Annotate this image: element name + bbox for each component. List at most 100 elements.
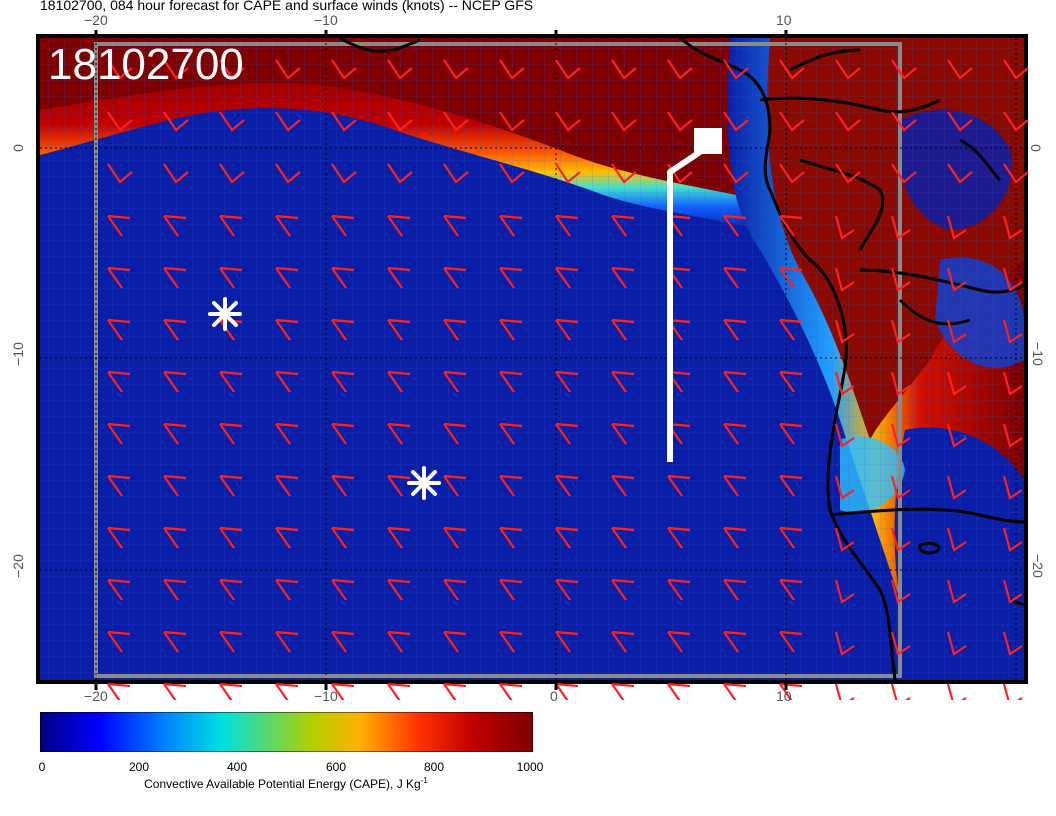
- wind-barb: [275, 266, 299, 289]
- wind-barb: [555, 474, 579, 497]
- wind-barb: [1002, 631, 1023, 656]
- wind-barb: [275, 578, 299, 601]
- wind-barb: [275, 630, 299, 653]
- wind-barb: [723, 59, 749, 80]
- wind-barb: [555, 422, 579, 445]
- wind-barb: [891, 163, 917, 184]
- wind-barb: [667, 526, 691, 549]
- wind-barb: [946, 579, 967, 604]
- grid-texture: [40, 38, 1024, 680]
- wind-barb: [1003, 163, 1029, 184]
- wind-barb: [891, 59, 917, 80]
- wind-barb: [834, 475, 855, 500]
- wind-barb: [163, 682, 187, 705]
- wind-barb: [611, 318, 635, 341]
- wind-barb: [443, 682, 467, 705]
- wind-barb: [163, 474, 187, 497]
- wind-barb: [443, 59, 469, 80]
- wind-barb: [946, 683, 967, 708]
- wind-barb: [890, 423, 911, 448]
- wind-barb: [1003, 111, 1029, 132]
- colorbar: [40, 712, 533, 752]
- wind-barb: [107, 578, 131, 601]
- wind-barb: [1003, 59, 1029, 80]
- lat-label-left-1: 0: [9, 144, 26, 152]
- flight-track: [667, 128, 722, 462]
- wind-barb: [443, 266, 467, 289]
- wind-barb: [331, 630, 355, 653]
- wind-barb: [387, 318, 411, 341]
- wind-barb: [163, 266, 187, 289]
- wind-barb: [890, 475, 911, 500]
- wind-barb: [611, 526, 635, 549]
- wind-barb: [219, 474, 243, 497]
- wind-barb: [387, 111, 413, 132]
- wind-barb: [667, 682, 691, 705]
- wind-barb: [275, 422, 299, 445]
- graticule: [40, 38, 1024, 680]
- wind-barb: [611, 163, 637, 184]
- wind-barb: [163, 111, 189, 132]
- wind-barb: [723, 526, 747, 549]
- lon-label-top-2: −10: [314, 12, 338, 28]
- wind-barb: [107, 474, 131, 497]
- wind-barb: [163, 163, 189, 184]
- wind-barb: [331, 163, 357, 184]
- wind-barb: [723, 422, 747, 445]
- wind-barb: [890, 579, 911, 604]
- wind-barb: [946, 371, 967, 396]
- wind-barb: [275, 59, 301, 80]
- wind-barb: [947, 163, 973, 184]
- wind-barb: [723, 682, 747, 705]
- wind-barb: [835, 111, 861, 132]
- wind-barb: [107, 163, 133, 184]
- wind-barb: [275, 163, 301, 184]
- wind-barb: [1002, 215, 1023, 240]
- wind-barb: [946, 319, 967, 344]
- wind-barb: [107, 370, 131, 393]
- wind-barb: [387, 578, 411, 601]
- wind-barb: [387, 526, 411, 549]
- wind-barb: [946, 423, 967, 448]
- wind-barb: [275, 318, 299, 341]
- wind-barb: [555, 318, 579, 341]
- wind-barb: [946, 215, 967, 240]
- wind-barb: [1002, 475, 1023, 500]
- wind-barb: [555, 682, 579, 705]
- wind-barb: [219, 163, 245, 184]
- wind-barb: [163, 370, 187, 393]
- lon-label-bottom-2: −10: [314, 688, 338, 704]
- wind-barb: [499, 630, 523, 653]
- wind-barb: [611, 474, 635, 497]
- colorbar-label: Convective Available Potential Energy (C…: [144, 776, 428, 791]
- wind-barb: [163, 214, 187, 237]
- wind-barb: [947, 59, 973, 80]
- wind-barb: [219, 578, 243, 601]
- wind-barb: [331, 422, 355, 445]
- colorbar-tick-0: 0: [38, 760, 46, 774]
- wind-barb: [443, 214, 467, 237]
- wind-barb: [835, 59, 861, 80]
- colorbar-tick-200: 200: [128, 760, 150, 774]
- wind-barb: [555, 163, 581, 184]
- wind-barb: [946, 631, 967, 656]
- wind-barb: [219, 526, 243, 549]
- wind-barb: [890, 215, 911, 240]
- wind-barb: [723, 163, 749, 184]
- wind-barb: [443, 370, 467, 393]
- wind-barb: [219, 214, 243, 237]
- lon-label-top-1: −20: [84, 12, 108, 28]
- wind-barb: [387, 214, 411, 237]
- wind-barb: [555, 266, 579, 289]
- wind-barb: [499, 422, 523, 445]
- wind-barb: [890, 683, 911, 708]
- axis-ticks: [94, 30, 788, 690]
- wind-barb: [890, 319, 911, 344]
- lat-label-right-1: 0: [1027, 144, 1044, 152]
- wind-barb: [779, 111, 805, 132]
- wind-barb: [834, 579, 855, 604]
- wind-barb: [611, 111, 637, 132]
- colorbar-tick-800: 800: [423, 760, 445, 774]
- wind-barb: [331, 474, 355, 497]
- wind-barb: [779, 266, 803, 289]
